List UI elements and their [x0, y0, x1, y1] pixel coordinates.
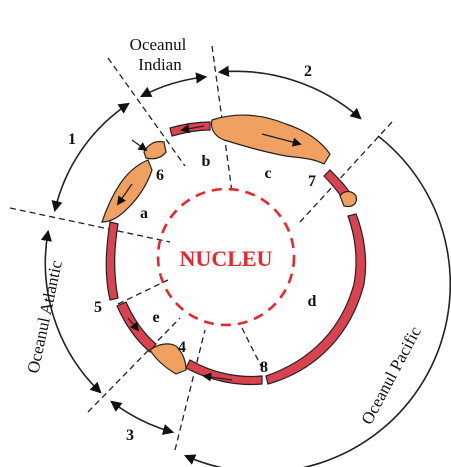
ocean-indian-line1: Oceanul [130, 35, 187, 54]
arrow-south [202, 372, 233, 382]
arc-zone-2 [217, 65, 362, 120]
arrow-6 [131, 139, 148, 152]
oceanic-strip-south [185, 359, 263, 386]
arc-pacific [183, 135, 451, 467]
zone-number-3: 3 [126, 427, 134, 444]
arrow-c [261, 133, 302, 147]
point-number-5: 5 [94, 299, 102, 316]
point-number-6: 6 [156, 167, 164, 184]
point-number-4: 4 [178, 339, 186, 356]
motion-arrows [116, 124, 302, 382]
arc-atlantic [40, 229, 102, 394]
boundary-point5 [117, 279, 169, 305]
zone-number-2: 2 [304, 63, 312, 80]
zone-number-1: 1 [68, 131, 76, 148]
sector-letter-d: d [308, 293, 317, 310]
arrow-south-west [127, 317, 140, 332]
sector-letter-c: c [264, 165, 271, 182]
sector-letter-b: b [202, 153, 211, 170]
boundary-lines [9, 45, 393, 451]
boundary-zone3-right [174, 329, 206, 451]
continent-4 [149, 343, 187, 375]
continent-east-small [339, 190, 357, 208]
boundary-zone2-right [299, 121, 393, 223]
nucleus-label: NUCLEU [180, 246, 273, 271]
arrow-a [116, 183, 133, 206]
outer-arcs [40, 65, 451, 467]
continent-c [210, 114, 331, 165]
arc-zone-1 [51, 102, 130, 213]
boundary-atlantic-bottom [87, 317, 181, 413]
oceanic-strip-south-east [265, 213, 367, 385]
sector-letter-e: e [152, 309, 159, 326]
boundary-atlantic-top [9, 207, 171, 243]
boundary-point8 [241, 327, 263, 369]
ocean-indian-line2: Indian [138, 55, 182, 74]
ocean-pacific-label: Oceanul Pacific [357, 323, 425, 428]
arrow-north-strip [180, 124, 205, 134]
continent-6 [143, 140, 167, 160]
oceanic-strip-south-west [116, 301, 157, 353]
sector-letter-a: a [140, 205, 148, 222]
nucleus-circle [156, 187, 296, 327]
oceanic-strip-west [105, 221, 119, 301]
boundary-indian-left [107, 57, 186, 167]
point-number-7: 7 [308, 173, 316, 190]
ocean-atlantic-label: Oceanul Atlantic [23, 258, 66, 375]
point-number-8: 8 [260, 359, 268, 376]
arc-zone-3 [110, 400, 175, 435]
arc-indian [140, 72, 208, 98]
